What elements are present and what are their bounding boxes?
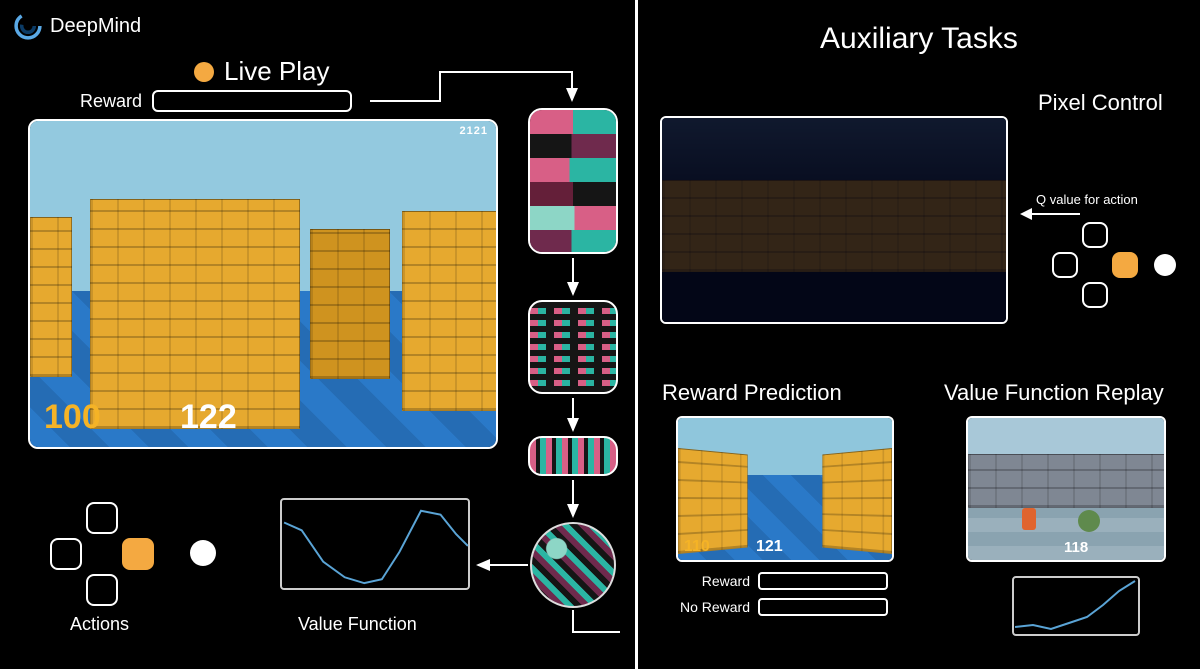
reward-small-label: Reward — [676, 573, 750, 589]
brand-name: DeepMind — [50, 15, 141, 38]
hud-center-number: 122 — [180, 398, 237, 437]
deepmind-swirl-icon — [14, 12, 42, 40]
reward-label: Reward — [80, 91, 142, 112]
hud-topright: 2121 — [460, 125, 488, 137]
pixel-control-label: Pixel Control — [1038, 90, 1163, 116]
dpad-left — [50, 538, 82, 570]
vertical-divider — [635, 0, 638, 669]
rp-hud-left: 110 — [684, 538, 710, 556]
no-reward-row: No Reward — [676, 598, 888, 616]
rp-hud-center: 121 — [756, 538, 783, 556]
feature-map-2 — [528, 300, 618, 394]
hud-left-number: 100 — [44, 398, 101, 437]
dpad-right — [122, 538, 154, 570]
live-play-title-row: Live Play — [194, 56, 330, 87]
feature-circle — [530, 522, 616, 608]
feature-map-1 — [528, 108, 618, 254]
reward-row-small: Reward — [676, 572, 888, 590]
no-reward-label: No Reward — [676, 599, 750, 615]
actions-fire-dot — [190, 540, 216, 566]
auxiliary-tasks-title: Auxiliary Tasks — [820, 22, 1018, 56]
value-function-replay-label: Value Function Replay — [944, 380, 1164, 406]
actions-label: Actions — [70, 614, 129, 635]
live-play-dot-icon — [194, 62, 214, 82]
value-function-replay-chart — [1012, 576, 1140, 636]
pixel-control-dpad — [1052, 222, 1142, 312]
value-function-replay-game: 118 — [966, 416, 1166, 562]
feature-map-3 — [528, 436, 618, 476]
reward-small-box — [758, 572, 888, 590]
live-play-game: 100 122 2121 — [28, 119, 498, 449]
reward-row: Reward — [80, 90, 352, 112]
actions-dpad — [50, 502, 160, 612]
pixel-control-dot — [1154, 254, 1176, 276]
live-play-title: Live Play — [224, 56, 330, 87]
reward-value-box — [152, 90, 352, 112]
vfr-hud-center: 118 — [1064, 539, 1088, 556]
dpad-up — [86, 502, 118, 534]
pixel-control-game — [660, 116, 1008, 324]
reward-prediction-label: Reward Prediction — [662, 380, 842, 406]
dpad-down — [86, 574, 118, 606]
value-function-chart — [280, 498, 470, 590]
value-function-label: Value Function — [298, 614, 417, 635]
no-reward-box — [758, 598, 888, 616]
reward-prediction-game: 110 121 — [676, 416, 894, 562]
brand-logo: DeepMind — [14, 12, 141, 40]
